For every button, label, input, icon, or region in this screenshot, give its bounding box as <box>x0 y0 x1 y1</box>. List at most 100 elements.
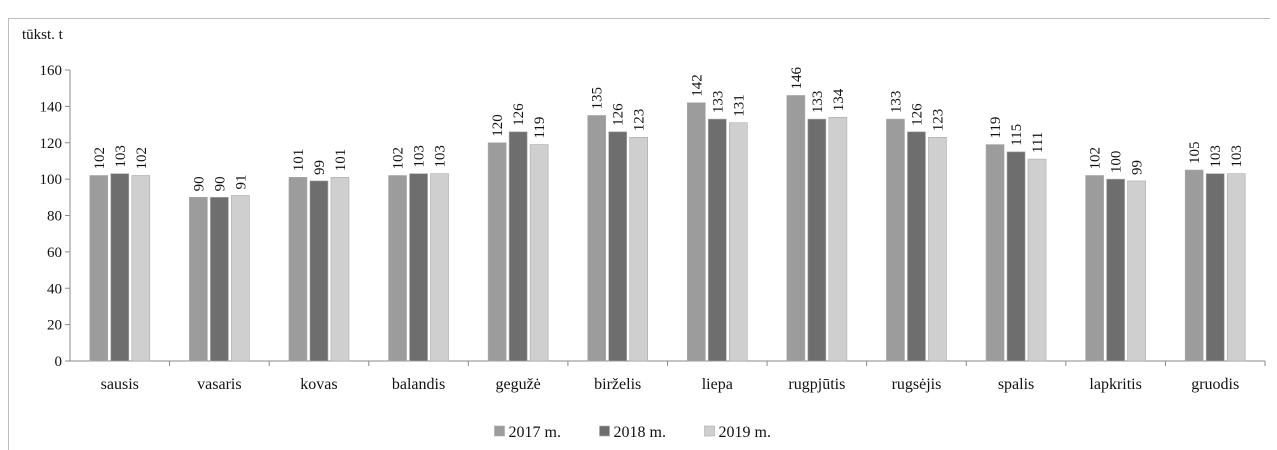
legend-label: 2019 m. <box>719 424 771 441</box>
bar <box>388 175 407 362</box>
data-label: 126 <box>611 103 627 126</box>
data-label: 126 <box>511 103 527 126</box>
data-label: 101 <box>333 149 349 172</box>
data-label: 126 <box>909 103 925 126</box>
data-label: 103 <box>1208 145 1224 168</box>
legend-label: 2018 m. <box>614 424 666 441</box>
legend-swatch <box>599 425 610 437</box>
bar <box>786 95 806 362</box>
data-label: 103 <box>1229 145 1245 168</box>
data-label: 115 <box>1009 124 1025 146</box>
x-tick-labels: sausis vasaris kovas balandis gegužė birželis… <box>101 376 1240 393</box>
bar <box>529 144 549 362</box>
x-tick-label: kovas <box>300 376 337 393</box>
data-label: 103 <box>412 145 428 168</box>
data-label: 119 <box>532 117 548 139</box>
data-label: 103 <box>113 145 129 167</box>
data-label: 90 <box>191 176 207 191</box>
bar <box>330 177 350 362</box>
y-tick-label: 0 <box>55 354 63 370</box>
data-label: 90 <box>212 176 228 191</box>
data-label: 105 <box>1187 142 1203 165</box>
x-tick-label: spalis <box>998 376 1034 393</box>
legend-label: 2017 m. <box>509 424 561 441</box>
bar <box>828 116 848 362</box>
bar <box>807 118 827 362</box>
bar <box>309 180 329 362</box>
y-tick-label: 120 <box>40 136 63 152</box>
data-label: 102 <box>134 147 150 170</box>
bar <box>928 136 947 362</box>
y-tick-label: 140 <box>40 99 63 115</box>
y-tick-label: 20 <box>47 318 62 334</box>
axes <box>65 69 1266 366</box>
data-label: 99 <box>312 160 328 175</box>
bar <box>686 102 706 362</box>
data-label: 142 <box>689 74 705 97</box>
x-tick-label: sausis <box>101 376 139 393</box>
chart-frame <box>8 18 1270 450</box>
bar <box>985 144 1005 362</box>
data-label: 134 <box>831 88 847 111</box>
y-tick-label: 100 <box>40 172 63 188</box>
data-label: 123 <box>930 109 946 132</box>
bar <box>131 175 151 362</box>
bar <box>707 118 727 362</box>
bar <box>1205 173 1225 362</box>
y-tick-label: 60 <box>47 245 62 261</box>
data-label: 91 <box>233 174 249 189</box>
bar <box>288 177 308 362</box>
bar <box>189 197 208 362</box>
data-label: 103 <box>433 145 449 168</box>
data-label: 99 <box>1130 160 1146 175</box>
bar <box>231 195 250 362</box>
bar <box>1226 173 1246 362</box>
bar <box>487 142 507 362</box>
bar <box>587 115 607 362</box>
bar <box>210 197 229 362</box>
data-label: 120 <box>490 114 506 137</box>
y-tick-labels: 0 20 40 60 80 100 120 140 160 <box>40 63 63 370</box>
bar <box>728 122 748 362</box>
x-tick-label: lapkritis <box>1089 376 1141 393</box>
data-label: 146 <box>789 66 805 89</box>
x-tick-label: vasaris <box>197 376 241 393</box>
bar <box>1027 158 1047 362</box>
x-tick-label: birželis <box>594 376 641 393</box>
data-label: 133 <box>888 91 904 114</box>
x-tick-label: rugsėjis <box>892 376 942 393</box>
bar <box>508 131 528 362</box>
bar <box>89 175 109 362</box>
y-tick-label: 80 <box>47 209 62 225</box>
data-label: 102 <box>391 147 407 170</box>
bar <box>430 173 449 362</box>
bar <box>1006 151 1026 362</box>
x-tick-label: gegužė <box>495 376 540 393</box>
data-label: 111 <box>1030 132 1046 153</box>
bar <box>608 131 628 362</box>
data-label: 133 <box>810 91 826 114</box>
legend-swatch <box>704 425 715 437</box>
data-label: 102 <box>1088 147 1104 170</box>
x-tick-label: balandis <box>392 376 445 393</box>
bar <box>886 118 905 362</box>
value-labels: 102 103 102 90 90 91 101 99 101 102 103 103 120 126 11… <box>92 66 1245 191</box>
bar <box>907 131 926 362</box>
data-label: 135 <box>590 87 606 110</box>
bar <box>629 136 649 362</box>
bar <box>110 173 130 362</box>
data-label: 119 <box>988 117 1004 139</box>
bar <box>1106 178 1125 362</box>
y-tick-label: 160 <box>40 63 63 79</box>
legend-swatch <box>494 425 505 437</box>
y-tick-label: 40 <box>47 281 62 297</box>
data-label: 123 <box>632 109 648 132</box>
data-label: 133 <box>710 91 726 114</box>
data-label: 101 <box>291 149 307 172</box>
data-label: 102 <box>92 147 108 170</box>
x-tick-label: gruodis <box>1191 376 1239 393</box>
bar <box>409 173 428 362</box>
data-label: 131 <box>731 94 747 117</box>
bar <box>1085 175 1104 362</box>
